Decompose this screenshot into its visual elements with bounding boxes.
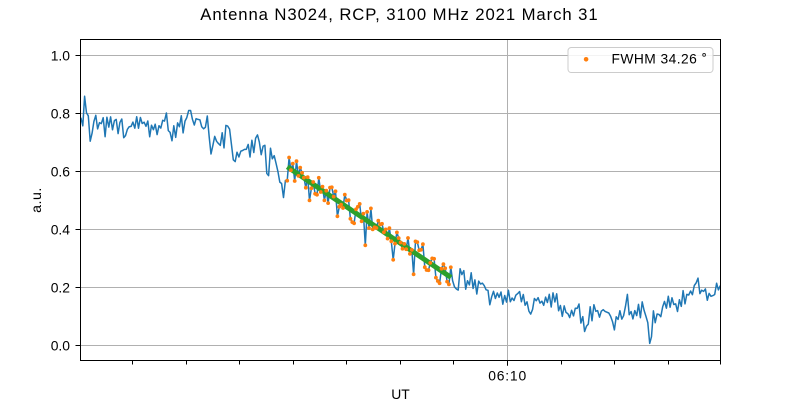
svg-text:FWHM 34.26: FWHM 34.26: [612, 51, 698, 66]
svg-text:UT: UT: [391, 386, 410, 400]
svg-text:0.6: 0.6: [51, 163, 71, 179]
svg-text:1.0: 1.0: [51, 47, 71, 63]
svg-text:a.u.: a.u.: [29, 187, 45, 213]
svg-text:0.8: 0.8: [51, 105, 71, 121]
svg-text:0.0: 0.0: [51, 337, 71, 353]
svg-text:Antenna N3024, RCP, 3100 MHz 2: Antenna N3024, RCP, 3100 MHz 2021 March …: [200, 5, 598, 24]
svg-text:0.4: 0.4: [51, 221, 71, 237]
svg-text:06:10: 06:10: [488, 368, 527, 384]
svg-text:0.2: 0.2: [51, 279, 71, 295]
